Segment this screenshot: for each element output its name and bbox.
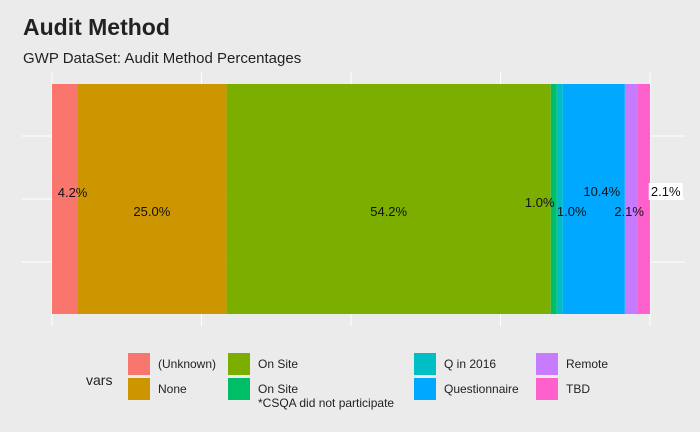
legend-label: Remote [566, 357, 609, 371]
data-label-bg-7 [648, 183, 683, 200]
bar-segment-7 [637, 84, 650, 314]
bar-segment-1 [77, 84, 227, 314]
legend-item-4: Q in 2016 [414, 353, 496, 375]
legend-item-1: None [128, 378, 187, 400]
data-label-4: 1.0% [557, 204, 587, 219]
data-label-1: 25.0% [133, 204, 170, 219]
legend-item-0: (Unknown) [128, 353, 216, 375]
legend-item-7: TBD [536, 378, 590, 400]
data-label-3: 1.0% [525, 195, 555, 210]
legend-swatch [536, 353, 558, 375]
legend-label: On Site [258, 357, 299, 371]
chart-subtitle: GWP DataSet: Audit Method Percentages [23, 50, 302, 67]
legend-item-3: On Site *CSQA did not participate [228, 378, 394, 410]
legend-swatch [414, 378, 436, 400]
legend-label: On Site *CSQA did not participate [258, 382, 395, 410]
data-label-0: 4.2% [58, 185, 88, 200]
legend-swatch [128, 378, 150, 400]
bar-segment-2 [226, 84, 551, 314]
legend-item-2: On Site [228, 353, 298, 375]
legend-swatch [228, 378, 250, 400]
legend-swatch [414, 353, 436, 375]
bar-segment-3 [550, 84, 557, 314]
chart-title: Audit Method [23, 14, 170, 40]
legend-swatch [128, 353, 150, 375]
legend-label: Questionnaire [444, 382, 519, 396]
data-label-5: 10.4% [583, 184, 620, 199]
legend-label: TBD [566, 382, 590, 396]
data-label-2: 54.2% [370, 204, 407, 219]
bar-segment-0 [52, 84, 78, 314]
bar-segment-5 [562, 84, 625, 314]
legend-title: vars [86, 372, 113, 388]
legend-item-5: Questionnaire [414, 378, 519, 400]
legend-swatch [536, 378, 558, 400]
legend-label: (Unknown) [158, 357, 217, 371]
bar-segment-4 [556, 84, 563, 314]
legend-item-6: Remote [536, 353, 608, 375]
legend-label: None [158, 382, 187, 396]
data-label-6: 2.1% [614, 204, 644, 219]
legend-label: Q in 2016 [444, 357, 497, 371]
legend-swatch [228, 353, 250, 375]
bar-segment-6 [624, 84, 638, 314]
data-label-7: 2.1% [651, 184, 681, 199]
